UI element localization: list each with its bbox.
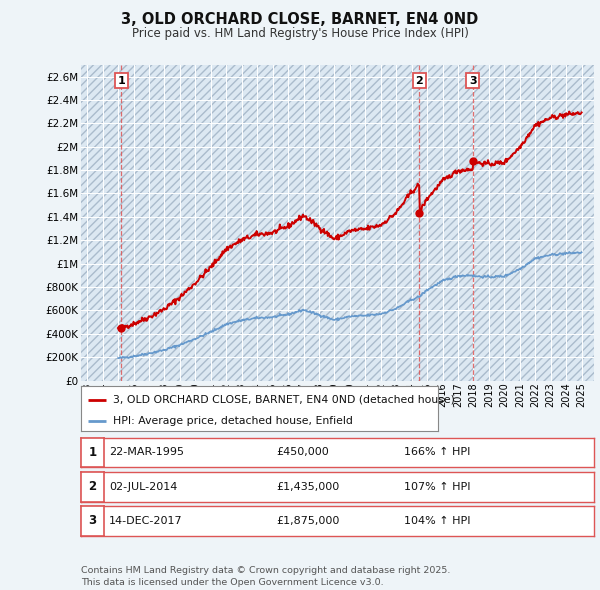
Text: 1: 1 xyxy=(88,446,97,459)
Text: 3: 3 xyxy=(469,76,476,86)
Text: Contains HM Land Registry data © Crown copyright and database right 2025.
This d: Contains HM Land Registry data © Crown c… xyxy=(81,566,451,587)
Text: 107% ↑ HPI: 107% ↑ HPI xyxy=(404,481,470,491)
Text: £450,000: £450,000 xyxy=(276,447,329,457)
Text: 02-JUL-2014: 02-JUL-2014 xyxy=(109,481,178,491)
Text: HPI: Average price, detached house, Enfield: HPI: Average price, detached house, Enfi… xyxy=(113,416,353,426)
Text: £1,875,000: £1,875,000 xyxy=(276,516,340,526)
Text: 1: 1 xyxy=(118,76,125,86)
Text: 3, OLD ORCHARD CLOSE, BARNET, EN4 0ND (detached house): 3, OLD ORCHARD CLOSE, BARNET, EN4 0ND (d… xyxy=(113,395,455,405)
Text: £1,435,000: £1,435,000 xyxy=(276,481,339,491)
Text: 3, OLD ORCHARD CLOSE, BARNET, EN4 0ND: 3, OLD ORCHARD CLOSE, BARNET, EN4 0ND xyxy=(121,12,479,27)
Text: 166% ↑ HPI: 166% ↑ HPI xyxy=(404,447,470,457)
Text: 14-DEC-2017: 14-DEC-2017 xyxy=(109,516,183,526)
Text: 2: 2 xyxy=(416,76,423,86)
Text: Price paid vs. HM Land Registry's House Price Index (HPI): Price paid vs. HM Land Registry's House … xyxy=(131,27,469,40)
Text: 2: 2 xyxy=(88,480,97,493)
Text: 3: 3 xyxy=(88,514,97,527)
Text: 22-MAR-1995: 22-MAR-1995 xyxy=(109,447,184,457)
Text: 104% ↑ HPI: 104% ↑ HPI xyxy=(404,516,470,526)
